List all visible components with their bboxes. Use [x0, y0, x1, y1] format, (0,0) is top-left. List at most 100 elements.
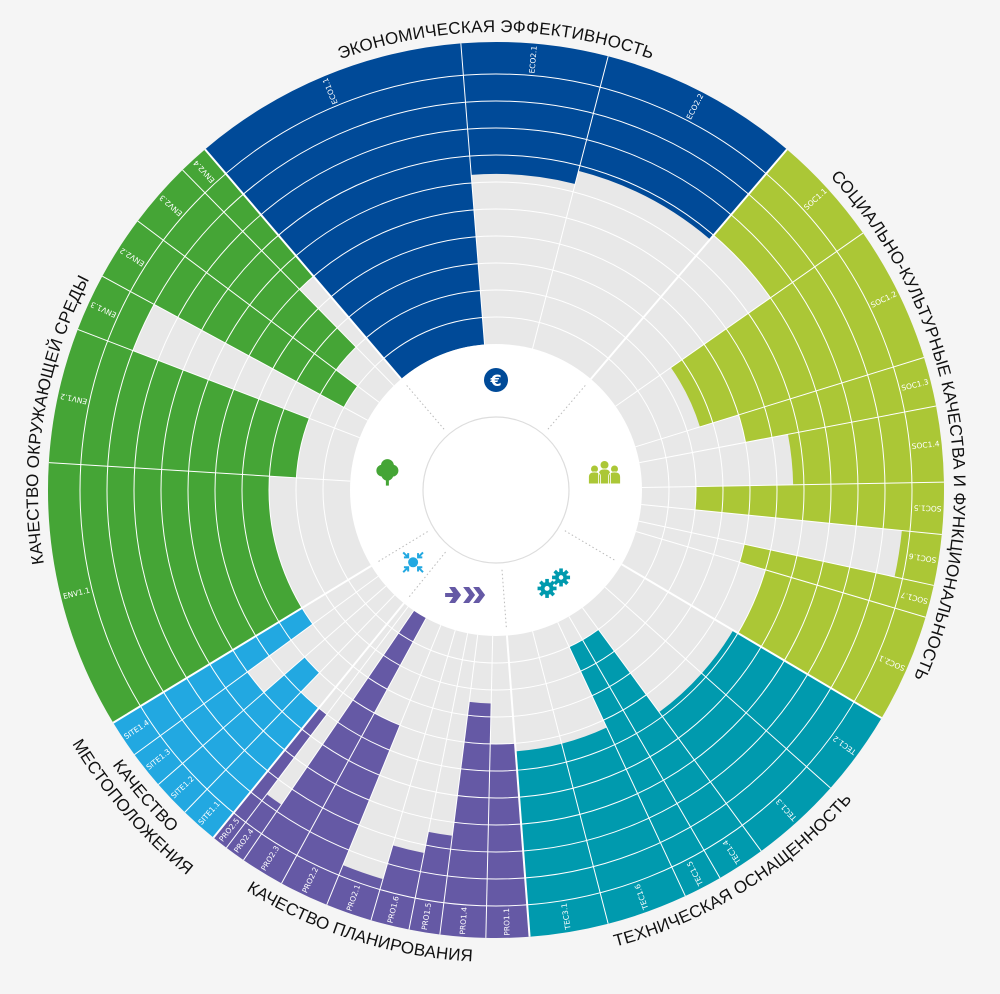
label-band-PRO2.2 [281, 855, 339, 905]
bar-SITE1.2[interactable] [182, 656, 320, 790]
radial-gridline [568, 616, 721, 879]
radial-gridline [281, 617, 427, 884]
bar-TEC1.3[interactable] [659, 673, 807, 826]
radial-gridline [641, 504, 942, 535]
subsection-label: SOC1.6 [908, 551, 937, 564]
radial-gridline [641, 481, 944, 488]
subsection-label: SOC1.5 [913, 503, 941, 513]
ring-gridline [241, 235, 751, 745]
bar-PRO2.2[interactable] [296, 713, 401, 876]
bar-ENV2.3[interactable] [162, 192, 357, 370]
label-band-TEC1.3 [742, 766, 831, 852]
radial-gridline [137, 220, 380, 403]
label-band-TEC1.6 [600, 867, 686, 924]
ring-gridline [268, 262, 724, 718]
bar-SITE1.3[interactable] [159, 671, 264, 764]
label-band-SITE1.1 [184, 789, 234, 838]
arrows-icon [445, 586, 486, 603]
radial-gridline [505, 635, 531, 937]
bar-PRO1.4[interactable] [443, 701, 492, 907]
label-band-PRO1.1 [485, 904, 530, 939]
radial-gridline [604, 586, 831, 789]
gears-icon [537, 568, 571, 598]
bar-PRO2.1[interactable] [338, 865, 383, 890]
radial-gridline [370, 630, 456, 921]
bar-ECO2.2[interactable] [578, 86, 767, 240]
label-band-PRO1.6 [371, 889, 416, 930]
center-hub: € [350, 344, 642, 636]
euro-icon: € [484, 368, 508, 392]
bar-TEC1.4[interactable] [582, 629, 743, 851]
bar-ENV2.2[interactable] [129, 239, 358, 408]
bar-ECO1.1[interactable] [225, 74, 485, 379]
bar-PRO1.5[interactable] [415, 831, 453, 904]
label-band-ENV2.4 [182, 149, 226, 193]
label-band-SOC1.4 [904, 406, 944, 483]
bar-ENV2.4[interactable] [204, 173, 314, 290]
bar-SOC1.4[interactable] [787, 411, 913, 485]
bar-SOC1.7[interactable] [739, 544, 903, 609]
label-band-SOC1.3 [893, 357, 937, 413]
label-band-SOC1.1 [766, 149, 863, 252]
bar-ENV1.3[interactable] [107, 291, 155, 351]
people-icon [588, 460, 621, 485]
grid-layer [48, 43, 944, 938]
bar-SOC1.1[interactable] [713, 173, 838, 298]
radial-gridline [639, 405, 937, 464]
label-band-ECO1.1 [205, 43, 464, 174]
bar-SITE1.4[interactable] [140, 607, 313, 736]
radial-gridline [460, 43, 486, 345]
bar-TEC1.2[interactable] [701, 630, 855, 768]
bar-SOC1.6[interactable] [894, 530, 911, 579]
ring-gridline [106, 100, 886, 880]
ring-gridline [133, 127, 859, 853]
bar-TEC3.1[interactable] [515, 743, 601, 906]
label-band-PRO2.3 [243, 833, 297, 884]
radial-gridline [621, 563, 883, 719]
ring-gridline [160, 154, 832, 826]
radial-gridline [112, 564, 372, 724]
radial-gridline [615, 232, 864, 407]
bar-PRO2.5[interactable] [233, 708, 327, 823]
ring-gridline [214, 208, 778, 772]
radial-gridline [77, 328, 360, 439]
label-band-ENV2.2 [102, 221, 164, 292]
label-band-ENV1.2 [48, 329, 108, 465]
radial-gridline [590, 148, 788, 380]
bar-PRO1.6[interactable] [379, 845, 425, 899]
site-icon [402, 551, 424, 573]
subsection-label: TEC3.1 [559, 902, 572, 931]
subsection-label: PRO1.1 [502, 908, 512, 936]
label-band-PRO2.4 [226, 822, 262, 861]
radial-gridline [439, 634, 479, 935]
radial-gridline [557, 622, 686, 897]
subsection-label: PRO1.4 [458, 906, 469, 934]
label-band-PRO1.5 [408, 898, 444, 935]
label-band-ECO2.2 [600, 56, 787, 174]
bar-PRO2.4[interactable] [245, 794, 282, 835]
bar-SITE1.1[interactable] [206, 692, 319, 814]
bar-TEC1.5[interactable] [569, 639, 705, 868]
radial-gridline [158, 585, 387, 785]
radial-gridline [182, 169, 395, 387]
radial-gridline [204, 148, 402, 380]
radial-gridline [582, 607, 762, 852]
bar-PRO2.3[interactable] [261, 610, 427, 856]
bar-SOC2.1[interactable] [737, 569, 896, 703]
radial-gridline [485, 635, 494, 938]
label-band-SITE1.2 [158, 763, 208, 813]
label-band-TEC1.2 [806, 701, 882, 789]
label-band-SOC2.1 [854, 608, 926, 719]
label-band-SOC1.7 [894, 578, 934, 618]
label-band-SITE1.3 [134, 735, 183, 785]
ring-gridline [322, 316, 670, 664]
bar-ENV1.1[interactable] [79, 464, 303, 707]
radial-gridline [532, 631, 609, 924]
ring-gridline [187, 181, 805, 799]
bar-SOC1.3[interactable] [738, 366, 906, 443]
label-band-SOC1.2 [836, 233, 924, 367]
bar-ENV1.2[interactable] [80, 340, 310, 478]
bar-TEC1.6[interactable] [561, 727, 673, 894]
subsection-label: ECO2.1 [527, 45, 538, 74]
